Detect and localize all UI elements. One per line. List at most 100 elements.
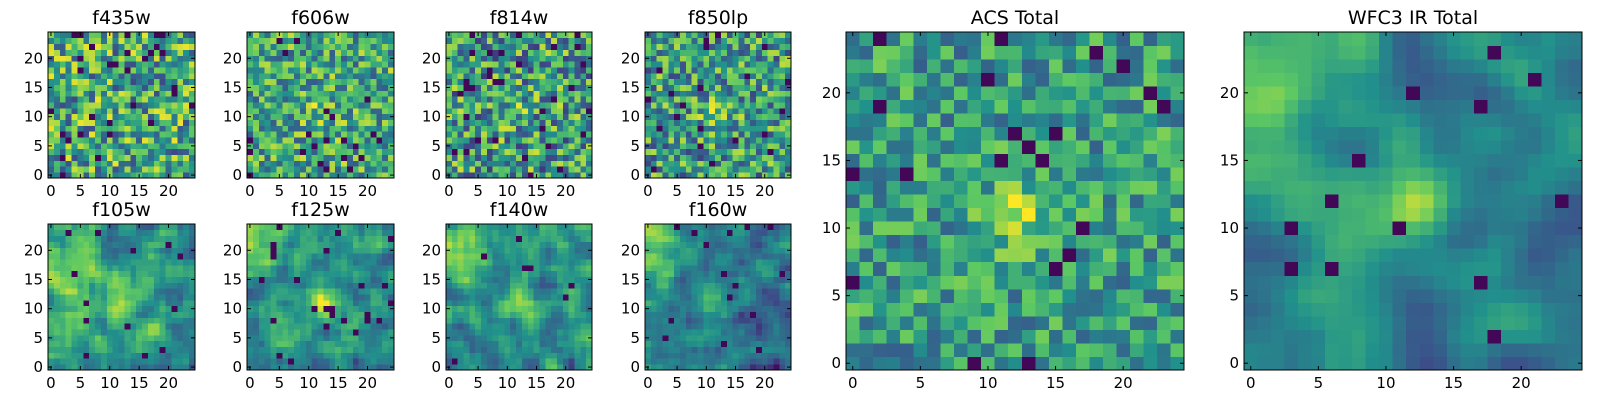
heatmap-cell <box>668 61 675 68</box>
heatmap-cell <box>451 259 459 266</box>
heatmap-cell <box>738 61 745 68</box>
heatmap-cell <box>264 352 271 359</box>
heatmap-cell <box>130 67 137 74</box>
heatmap-cell <box>376 235 383 242</box>
heatmap-cell <box>574 224 581 231</box>
heatmap-cell <box>761 84 769 91</box>
heatmap-cell <box>382 107 389 115</box>
heatmap-cell <box>382 160 389 167</box>
heatmap-cell <box>533 241 540 248</box>
heatmap-cell <box>95 84 102 91</box>
heatmap-cell <box>744 67 751 74</box>
heatmap-cell <box>680 72 687 80</box>
heatmap-cell <box>252 241 260 248</box>
heatmap-cell <box>469 270 476 277</box>
heatmap-cell <box>335 329 342 336</box>
heatmap-cell <box>171 96 178 103</box>
heatmap-cell <box>691 276 698 283</box>
heatmap-cell <box>451 96 459 103</box>
heatmap-cell <box>352 125 360 132</box>
heatmap-cell <box>469 299 476 307</box>
heatmap-cell <box>504 78 511 85</box>
heatmap-cell <box>703 43 710 50</box>
heatmap-cell <box>551 43 558 50</box>
heatmap-cell <box>521 142 529 150</box>
heatmap-cell <box>59 247 67 254</box>
heatmap-cell <box>382 119 389 126</box>
heatmap-cell <box>159 270 166 277</box>
heatmap-cell <box>750 294 757 301</box>
heatmap-cell <box>358 334 365 342</box>
heatmap-cell <box>100 270 108 277</box>
heatmap-cell <box>551 305 558 312</box>
heatmap-cell <box>335 113 342 120</box>
heatmap-cell <box>53 102 61 109</box>
heatmap-cell <box>516 131 523 138</box>
heatmap-cell <box>59 352 67 359</box>
y-tick-label: 5 <box>232 137 242 155</box>
heatmap-cell <box>118 259 125 266</box>
heatmap-cell <box>533 102 540 109</box>
heatmap-cell <box>83 352 90 359</box>
heatmap-cell <box>53 166 61 173</box>
heatmap-cell <box>463 329 470 336</box>
heatmap-cell <box>586 241 593 248</box>
heatmap-cell <box>177 276 184 283</box>
heatmap-cell <box>65 224 72 231</box>
heatmap-cell <box>346 102 354 109</box>
heatmap-cell <box>335 55 342 62</box>
heatmap-cell <box>551 137 558 144</box>
heatmap-cell <box>680 323 687 330</box>
heatmap-cell <box>551 107 558 115</box>
heatmap-cell <box>656 49 663 56</box>
heatmap-cell <box>562 119 570 126</box>
heatmap-cell <box>177 334 184 342</box>
heatmap-cell <box>258 253 266 260</box>
heatmap-cell <box>551 172 558 179</box>
heatmap-cell <box>258 131 266 138</box>
heatmap-cell <box>165 131 172 138</box>
heatmap-cell <box>750 137 757 144</box>
heatmap-cell <box>539 288 546 295</box>
heatmap-cell <box>311 107 318 115</box>
heatmap-cell <box>469 172 476 179</box>
heatmap-cell <box>469 160 476 167</box>
heatmap-cell <box>159 125 166 132</box>
heatmap-cell <box>142 160 149 167</box>
heatmap-cell <box>732 142 739 150</box>
heatmap-cell <box>451 125 459 132</box>
heatmap-cell <box>574 125 581 132</box>
heatmap-cell <box>492 235 499 242</box>
heatmap-cell <box>574 253 581 260</box>
heatmap-cell <box>785 125 792 132</box>
heatmap-cell <box>370 224 377 231</box>
heatmap-cell <box>341 72 348 80</box>
heatmap-cell <box>580 264 587 272</box>
heatmap-cell <box>358 288 365 295</box>
heatmap-cell <box>785 107 792 115</box>
heatmap-cell <box>545 358 552 365</box>
heatmap-cell <box>551 37 558 45</box>
heatmap-cell <box>288 131 295 138</box>
heatmap-cell <box>189 67 196 74</box>
heatmap-cell <box>299 119 307 126</box>
heatmap-cell <box>498 247 505 254</box>
heatmap-cell <box>65 148 72 156</box>
heatmap-cell <box>697 113 704 120</box>
heatmap-cell <box>650 294 658 301</box>
heatmap-cell <box>755 282 763 289</box>
heatmap-cell <box>773 131 780 138</box>
heatmap-cell <box>317 241 324 248</box>
heatmap-cell <box>136 102 143 109</box>
heatmap-cell <box>147 102 155 109</box>
heatmap-cell <box>475 119 482 126</box>
heatmap-cell <box>341 229 348 237</box>
heatmap-cell <box>691 311 698 318</box>
heatmap-cell <box>475 323 482 330</box>
x-tick-label: 20 <box>556 182 575 200</box>
heatmap-cell <box>451 276 459 283</box>
heatmap-cell <box>726 61 733 68</box>
heatmap-cell <box>71 61 78 68</box>
heatmap-cell <box>100 247 108 254</box>
heatmap-cell <box>276 78 283 85</box>
